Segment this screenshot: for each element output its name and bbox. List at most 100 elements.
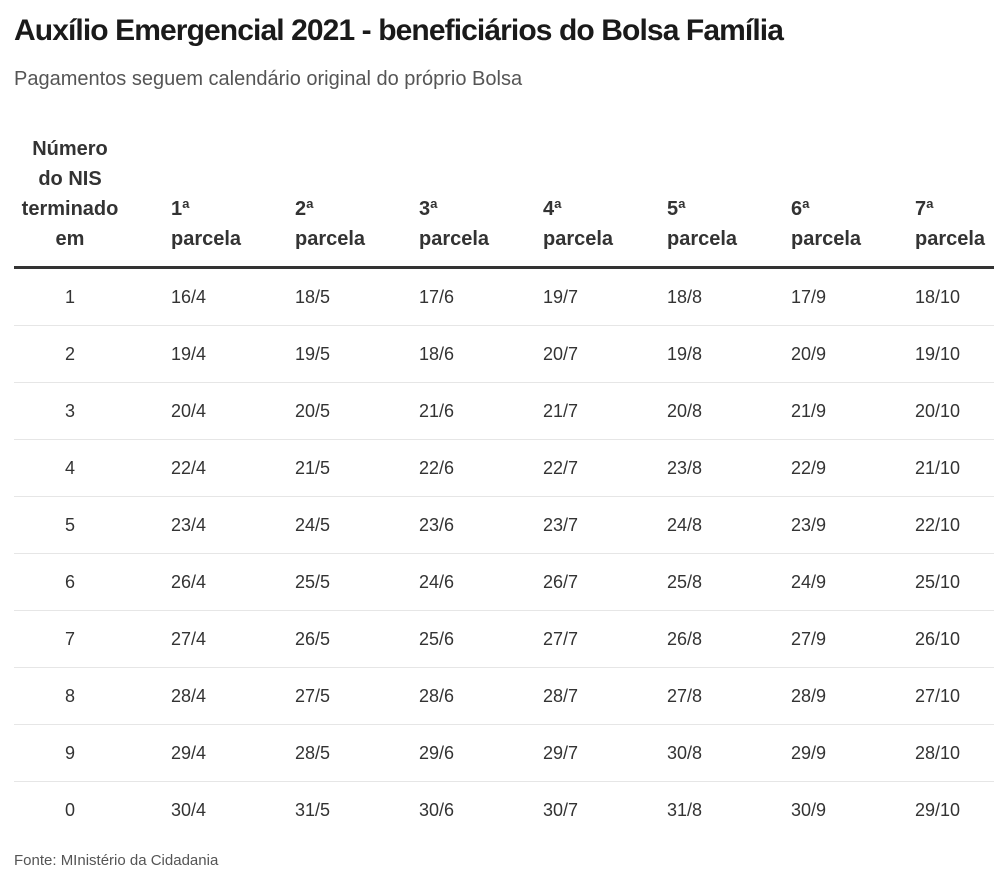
payment-date-cell: 22/7 [498,439,622,497]
payment-date-cell: 28/10 [870,724,994,782]
header-parcela-2: 2ª parcela [250,134,374,269]
payment-date-cell: 20/4 [126,382,250,440]
nis-digit-cell: 8 [14,667,126,725]
header-parcela-6: 6ª parcela [746,134,870,269]
header-parcela-number: 1ª [171,198,190,220]
header-row: Número do NIS terminado em 1ª parcela 2ª… [14,134,994,269]
header-parcela-word: parcela [171,228,242,250]
payment-date-cell: 24/5 [250,496,374,554]
payment-date-cell: 20/9 [746,325,870,383]
table-row: 2 19/4 19/5 18/6 20/7 19/8 20/9 19/10 [14,325,994,383]
table-row: 0 30/4 31/5 30/6 30/7 31/8 30/9 29/10 [14,782,994,839]
header-parcela-number: 4ª [543,198,562,220]
payment-date-cell: 27/10 [870,667,994,725]
chart-title: Auxílio Emergencial 2021 - beneficiários… [14,14,784,47]
payment-date-cell: 30/8 [622,724,746,782]
header-parcela-number: 5ª [667,198,686,220]
payment-date-cell: 29/7 [498,724,622,782]
payment-date-cell: 31/8 [667,799,703,820]
header-nis-line: Número [32,138,108,160]
payment-schedule-table: Número do NIS terminado em 1ª parcela 2ª… [14,134,994,838]
nis-digit-cell: 2 [14,325,126,383]
payment-date-cell: 23/8 [622,439,746,497]
payment-date-cell: 18/8 [622,267,746,326]
payment-date-cell: 27/8 [622,667,746,725]
header-parcela-4: 4ª parcela [498,134,622,269]
nis-digit-cell: 9 [14,724,126,782]
table-row: 7 27/4 26/5 25/6 27/7 26/8 27/9 26/10 [14,610,994,668]
header-parcela-word: parcela [543,228,614,250]
payment-date-cell: 25/5 [250,553,374,611]
table-row: 4 22/4 21/5 22/6 22/7 23/8 22/9 21/10 [14,439,994,497]
payment-date-cell: 21/9 [746,382,870,440]
payment-date-cell: 17/6 [374,267,498,326]
payment-date-cell: 18/6 [374,325,498,383]
payment-date-cell: 20/8 [622,382,746,440]
payment-date-cell: 29/6 [374,724,498,782]
payment-date-cell: 20/7 [498,325,622,383]
source-note: Fonte: MInistério da Cidadania [14,852,219,869]
payment-date-cell: 20/5 [250,382,374,440]
payment-date-cell: 27/5 [250,667,374,725]
header-parcela-3: 3ª parcela [374,134,498,269]
payment-date-cell: 28/6 [374,667,498,725]
header-parcela-number: 2ª [295,198,314,220]
table-row: 6 26/4 25/5 24/6 26/7 25/8 24/9 25/10 [14,553,994,611]
payment-date-cell: 24/9 [746,553,870,611]
header-parcela-5: 5ª parcela [622,134,746,269]
table-row: 5 23/4 24/5 23/6 23/7 24/8 23/9 22/10 [14,496,994,554]
payment-date-cell: 30/4 [171,799,207,820]
payment-date-cell: 22/6 [374,439,498,497]
payment-date-cell: 31/5 [295,799,331,820]
payment-date-cell: 27/4 [126,610,250,668]
payment-date-cell: 18/5 [250,267,374,326]
header-parcela-number: 6ª [791,198,810,220]
header-nis-line: em [55,228,85,250]
nis-digit-cell: 4 [14,439,126,497]
header-nis-line: do NIS [38,168,102,190]
header-nis-line: terminado [21,198,119,220]
payment-date-cell: 26/4 [126,553,250,611]
nis-digit-cell: 3 [14,382,126,440]
payment-date-cell: 17/9 [746,267,870,326]
header-parcela-word: parcela [295,228,366,250]
payment-date-cell: 23/7 [498,496,622,554]
payment-date-cell: 23/6 [374,496,498,554]
header-parcela-number: 7ª [915,198,934,220]
header-parcela-7: 7ª parcela [870,134,994,269]
payment-date-cell: 25/10 [870,553,994,611]
nis-digit-cell: 0 [64,799,75,820]
payment-date-cell: 26/7 [498,553,622,611]
table-row: 8 28/4 27/5 28/6 28/7 27/8 28/9 27/10 [14,667,994,725]
payment-date-cell: 27/7 [498,610,622,668]
payment-date-cell: 28/4 [126,667,250,725]
payment-date-cell: 18/10 [870,267,994,326]
payment-date-cell: 22/10 [870,496,994,554]
payment-date-cell: 26/5 [250,610,374,668]
payment-date-cell: 27/9 [746,610,870,668]
header-parcela-word: parcela [915,228,986,250]
nis-digit-cell: 6 [14,553,126,611]
payment-date-cell: 24/8 [622,496,746,554]
payment-date-cell: 21/6 [374,382,498,440]
payment-date-cell: 25/8 [622,553,746,611]
table-row: 3 20/4 20/5 21/6 21/7 20/8 21/9 20/10 [14,382,994,440]
payment-date-cell: 19/7 [498,267,622,326]
header-parcela-word: parcela [791,228,862,250]
header-nis-ending: Número do NIS terminado em [14,134,126,269]
payment-date-cell: 23/4 [126,496,250,554]
payment-date-cell: 19/8 [622,325,746,383]
payment-date-cell: 26/8 [622,610,746,668]
payment-date-cell: 19/10 [870,325,994,383]
payment-date-cell: 21/5 [250,439,374,497]
table-row: 9 29/4 28/5 29/6 29/7 30/8 29/9 28/10 [14,724,994,782]
header-parcela-word: parcela [419,228,490,250]
payment-date-cell: 28/5 [250,724,374,782]
payment-date-cell: 25/6 [374,610,498,668]
payment-date-cell: 24/6 [374,553,498,611]
payment-date-cell: 20/10 [870,382,994,440]
nis-digit-cell: 7 [14,610,126,668]
payment-date-cell: 30/7 [543,799,579,820]
chart-subtitle: Pagamentos seguem calendário original do… [14,68,523,90]
payment-date-cell: 28/7 [498,667,622,725]
